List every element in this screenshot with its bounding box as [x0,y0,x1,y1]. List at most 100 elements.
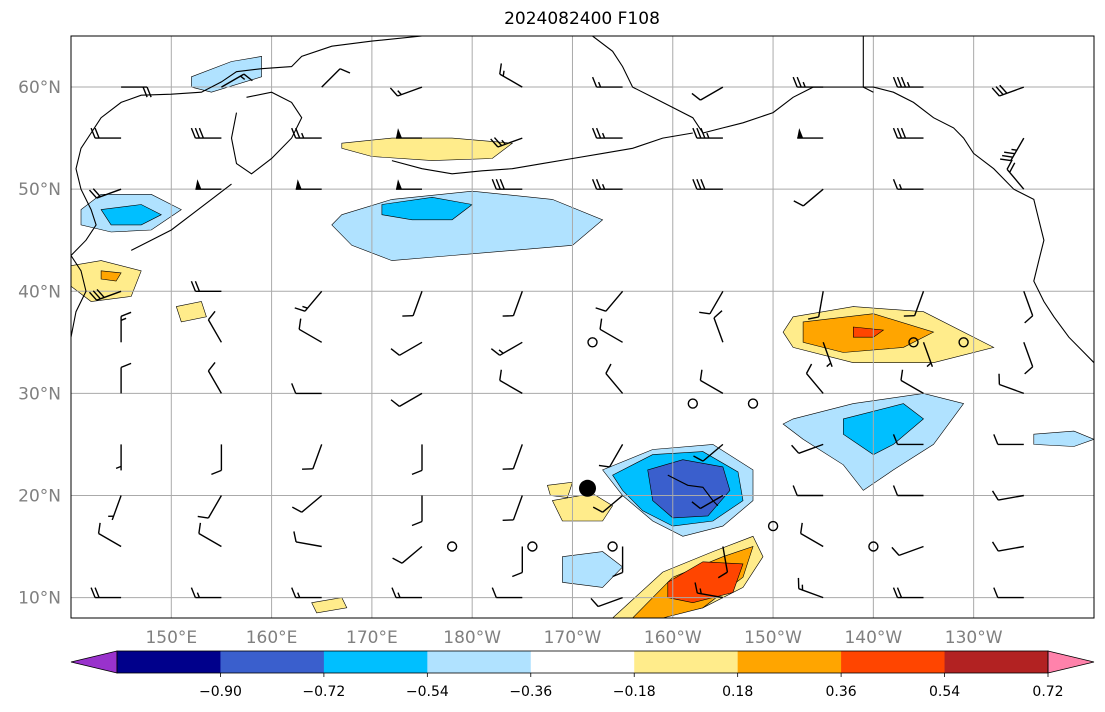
blue-blob-east-pacific [842,403,924,455]
wind-barb [595,290,624,312]
wind-barb [120,311,132,343]
colorbar-label: 0.36 [826,684,857,700]
lightblue-blob-south [562,551,624,588]
longitude-label: 130°W [945,628,1003,648]
wind-barb [293,531,322,548]
wind-barbs [88,63,1034,608]
colorbar-segment [841,651,946,673]
calm-wind-circle [607,541,618,552]
wind-barb [591,178,623,190]
blue-blob-japan-north [100,204,162,226]
wind-barb [605,363,624,394]
wind-barb [692,127,723,139]
wind-barb [892,485,924,497]
wind-barb [402,291,423,317]
wind-barb [411,495,423,527]
wind-barb [190,127,222,139]
wind-barb [392,545,423,564]
wind-barb [691,86,724,101]
longitude-label: 150°W [744,628,802,648]
wind-barb [396,179,422,190]
latitude-labels: 10°N 20°N 30°N 40°N 50°N 60°N [18,78,61,609]
wind-barb [892,76,924,88]
wind-barb [693,443,724,462]
wind-barb [390,392,423,408]
colorbar-segment [117,651,221,673]
longitude-label: 170°E [346,628,398,648]
colorbar-segment [634,651,739,673]
wind-barb [321,68,351,88]
longitude-label: 170°W [544,628,602,648]
yellow-blob-hawaii-small [547,481,573,498]
wind-barb [692,178,723,190]
colorbar-label: −0.54 [406,684,449,700]
wind-barb [90,587,122,599]
wind-barb [1000,137,1025,162]
wind-barb [713,310,724,343]
wind-barb [295,179,322,190]
wind-barb [291,127,322,139]
calm-wind-circle [767,520,779,532]
colorbar: −0.90 −0.72 −0.54 −0.36 −0.18 0.18 0.36 0.54 0.7… [70,650,1095,700]
calm-wind-circle [747,398,759,409]
anomaly-fills [71,56,1094,618]
colorbar-segment [220,651,325,673]
longitude-label: 160°E [246,628,298,648]
yellow-blob-small [175,301,207,323]
wind-barb [793,188,824,207]
canada-border [862,36,874,93]
wind-barb [88,288,122,301]
wind-barb [190,587,222,599]
calm-wind-circle [958,337,969,348]
wind-barb [88,188,122,199]
colorbar-label: 0.54 [929,684,960,700]
wind-barb [599,318,623,343]
wind-barb [717,546,729,579]
wind-barb [598,444,624,468]
wind-barb [892,587,924,599]
wind-barb [207,361,223,394]
colorbar-segment [944,651,1049,673]
wind-barb [291,383,322,395]
wind-barb [298,318,323,343]
wind-barb [892,127,924,139]
wind-barb [900,369,924,395]
wind-barb [691,494,724,510]
yellow-blob-japan [71,260,142,302]
wind-barb [396,128,422,139]
colorbar-segment [530,651,635,673]
colorbar-label: 0.72 [1032,684,1063,700]
wind-barb [805,363,824,394]
colorbar-segment [427,651,532,673]
wind-barb [699,369,724,395]
map-title: 2024082400 F108 [504,9,660,29]
wind-barb [822,342,833,368]
latitude-label: 20°N [18,486,61,506]
wind-barb [991,84,1025,97]
wind-barb [991,541,1024,552]
yellow-blob-aleutian [341,137,514,161]
wind-barb [221,73,253,88]
wind-barb [797,577,824,599]
longitude-label: 160°W [644,628,702,648]
wind-barb [90,127,122,139]
wind-barb [490,137,523,148]
wind-barb [892,434,924,446]
wind-barb [97,522,122,548]
wind-barb [791,443,824,454]
wind-barb [1023,291,1034,324]
wind-barb [502,444,523,470]
wind-barb [195,179,222,190]
blue-blob-central-north [381,196,473,221]
wind-barb [120,362,132,394]
lightblue-blob-far-east [1033,430,1094,447]
wind-barb [499,369,523,395]
wind-barb [993,434,1024,446]
map-frame [70,35,1095,619]
latitude-label: 10°N [18,589,61,609]
longitude-label: 140°W [844,628,902,648]
wind-barb [991,490,1024,501]
aleutian-islands [391,132,693,175]
calm-wind-circle [868,541,879,552]
